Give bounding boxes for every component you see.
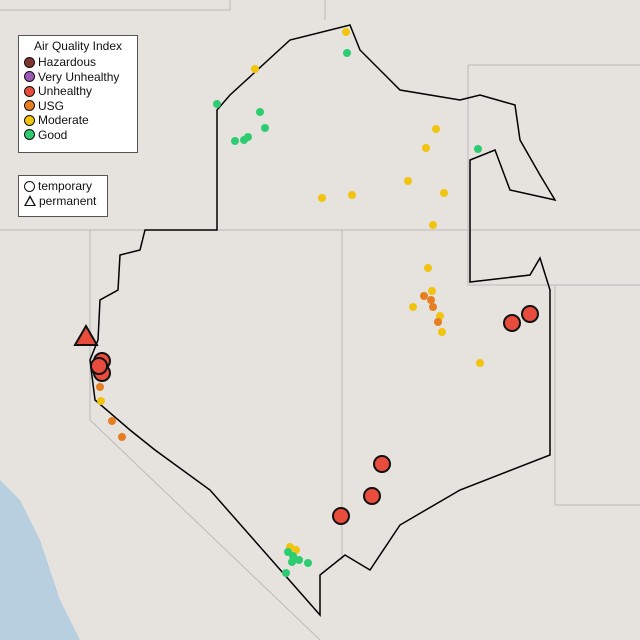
monitor-marker[interactable]	[429, 303, 437, 311]
monitor-marker[interactable]	[118, 433, 126, 441]
legend-label: Hazardous	[38, 55, 97, 70]
monitor-marker-temporary[interactable]	[503, 314, 521, 332]
monitor-marker-temporary[interactable]	[521, 305, 539, 323]
ocean	[0, 480, 80, 640]
legend-item: USG	[24, 99, 132, 114]
type-legend: temporary permanent	[18, 175, 108, 217]
legend-label: permanent	[39, 193, 97, 208]
monitor-marker-temporary[interactable]	[90, 357, 108, 375]
monitor-marker[interactable]	[251, 65, 259, 73]
monitor-marker-permanent[interactable]	[73, 324, 99, 346]
monitor-marker[interactable]	[244, 133, 252, 141]
legend-label: Unhealthy	[38, 84, 93, 99]
monitor-marker[interactable]	[424, 264, 432, 272]
monitor-marker[interactable]	[295, 556, 303, 564]
legend-label: Good	[38, 127, 68, 142]
monitor-marker[interactable]	[343, 49, 351, 57]
monitor-marker[interactable]	[474, 145, 482, 153]
monitor-marker[interactable]	[428, 287, 436, 295]
monitor-marker[interactable]	[409, 303, 417, 311]
monitor-marker[interactable]	[429, 221, 437, 229]
monitor-marker[interactable]	[342, 28, 350, 36]
circle-icon	[24, 85, 35, 97]
monitor-marker[interactable]	[96, 383, 104, 391]
circle-icon	[24, 180, 35, 192]
circle-icon	[24, 100, 35, 112]
monitor-marker[interactable]	[438, 328, 446, 336]
legend-item: Hazardous	[24, 55, 132, 70]
monitor-marker[interactable]	[288, 558, 296, 566]
legend-item: Good	[24, 128, 132, 143]
monitor-marker[interactable]	[282, 569, 290, 577]
monitor-marker-temporary[interactable]	[363, 487, 381, 505]
monitor-marker[interactable]	[348, 191, 356, 199]
legend-label: Moderate	[38, 113, 89, 128]
legend-item: Very Unhealthy	[24, 70, 132, 85]
monitor-marker[interactable]	[476, 359, 484, 367]
circle-icon	[24, 114, 35, 126]
monitor-marker[interactable]	[420, 292, 428, 300]
monitor-marker[interactable]	[440, 189, 448, 197]
circle-icon	[24, 71, 35, 83]
circle-icon	[24, 129, 35, 141]
monitor-marker[interactable]	[108, 417, 116, 425]
monitor-marker[interactable]	[292, 546, 300, 554]
monitor-marker[interactable]	[213, 100, 221, 108]
monitor-marker[interactable]	[97, 397, 105, 405]
monitor-marker[interactable]	[434, 318, 442, 326]
legend-item: Unhealthy	[24, 84, 132, 99]
triangle-icon	[24, 195, 36, 207]
legend-temporary: temporary	[24, 179, 102, 194]
circle-icon	[24, 56, 35, 68]
aqi-legend: Air Quality Index Hazardous Very Unhealth…	[18, 35, 138, 153]
legend-label: Very Unhealthy	[38, 69, 120, 84]
legend-label: USG	[38, 98, 65, 113]
region-boundary	[89, 24, 557, 617]
monitor-marker[interactable]	[304, 559, 312, 567]
legend-label: temporary	[38, 179, 93, 194]
monitor-marker-temporary[interactable]	[332, 507, 350, 525]
legend-item: Moderate	[24, 113, 132, 128]
monitor-marker[interactable]	[404, 177, 412, 185]
monitor-marker[interactable]	[432, 125, 440, 133]
monitor-marker[interactable]	[422, 144, 430, 152]
monitor-marker[interactable]	[256, 108, 264, 116]
monitor-marker[interactable]	[318, 194, 326, 202]
monitor-marker[interactable]	[261, 124, 269, 132]
monitor-marker[interactable]	[231, 137, 239, 145]
legend-title: Air Quality Index	[33, 39, 123, 53]
monitor-marker[interactable]	[427, 296, 435, 304]
legend-permanent: permanent	[24, 194, 102, 209]
monitor-marker[interactable]	[284, 548, 292, 556]
monitor-marker-temporary[interactable]	[373, 455, 391, 473]
